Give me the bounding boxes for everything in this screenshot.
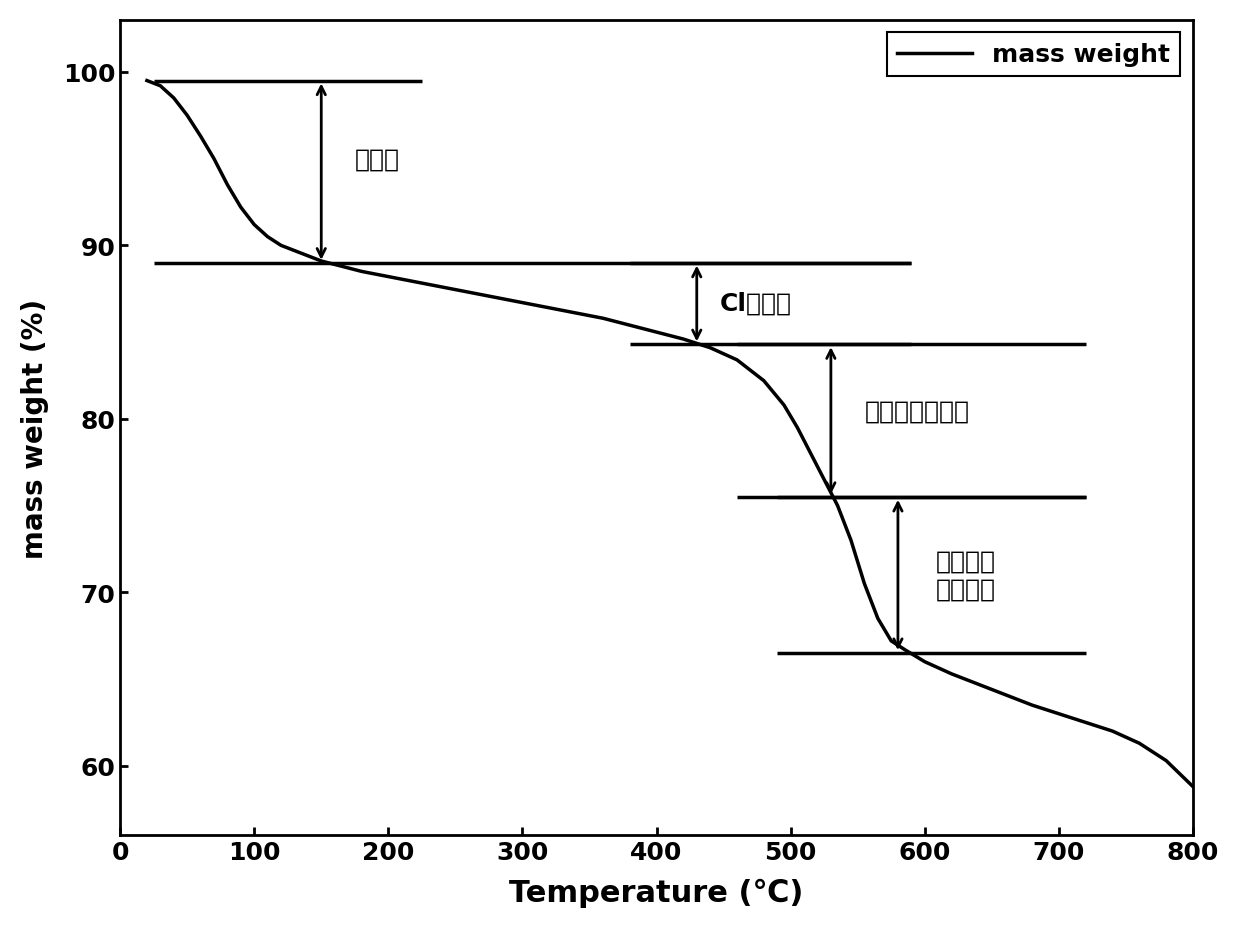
Line: mass weight: mass weight <box>146 82 1193 787</box>
mass weight <box>434 282 449 293</box>
mass weight <box>139 76 154 87</box>
mass weight <box>193 132 208 143</box>
Text: Cl的去除: Cl的去除 <box>719 291 791 316</box>
mass weight <box>1185 781 1200 793</box>
mass weight <box>776 400 791 411</box>
Legend: mass weight: mass weight <box>888 33 1180 77</box>
Text: 自由水: 自由水 <box>355 148 399 172</box>
Text: 大环化合
物的破裂: 大环化合 物的破裂 <box>935 549 996 601</box>
mass weight <box>1079 717 1094 728</box>
Y-axis label: mass weight (%): mass weight (%) <box>21 298 48 558</box>
X-axis label: Temperature (℃): Temperature (℃) <box>510 878 804 908</box>
mass weight <box>595 314 610 325</box>
mass weight <box>804 448 818 459</box>
Text: 侧链基团的消失: 侧链基团的消失 <box>864 399 970 423</box>
